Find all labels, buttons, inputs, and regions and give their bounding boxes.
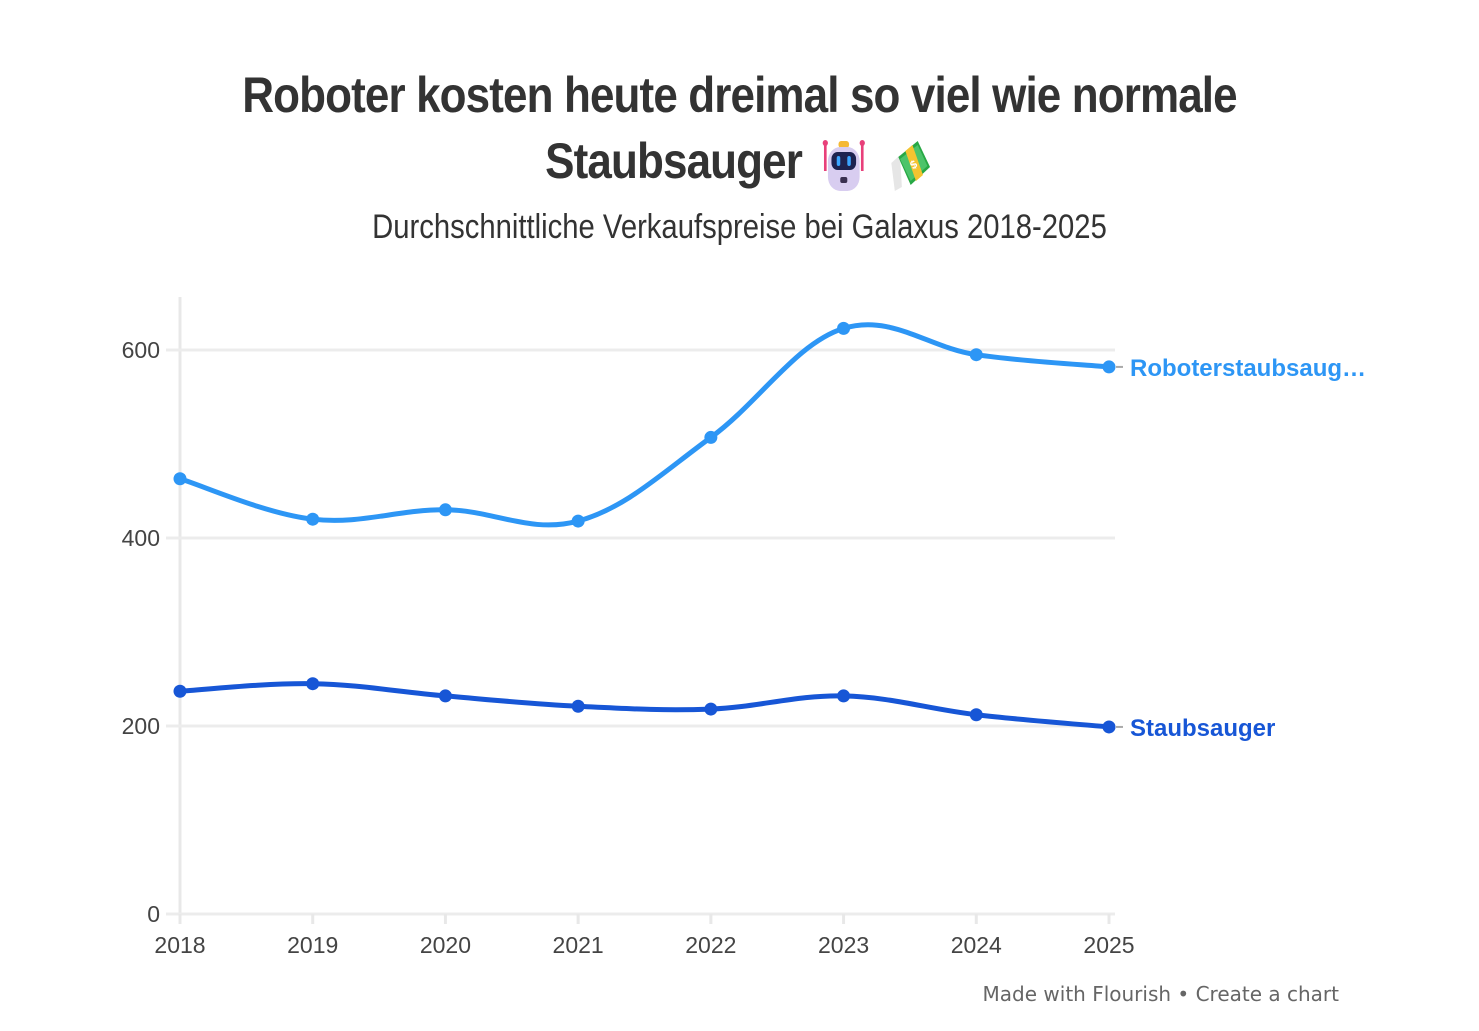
data-point[interactable]	[1102, 720, 1116, 734]
series-line	[177, 681, 1112, 730]
data-point[interactable]	[306, 512, 320, 526]
chart-subtitle: Durchschnittliche Verkaufspreise bei Gal…	[372, 208, 1107, 246]
data-point[interactable]	[173, 684, 187, 698]
y-tick-label: 200	[122, 713, 160, 739]
series-group: Roboterstaubsaug… Staubsauger	[173, 321, 1366, 742]
data-point[interactable]	[438, 503, 452, 517]
series-label: Staubsauger	[1130, 715, 1275, 742]
data-point[interactable]	[837, 321, 851, 335]
data-point[interactable]	[969, 348, 983, 362]
series-staubsauger: Staubsauger	[173, 677, 1275, 742]
x-tick-label: 2018	[154, 932, 205, 958]
y-tick-label: 0	[147, 901, 160, 927]
data-point[interactable]	[704, 702, 718, 716]
data-point[interactable]	[173, 472, 187, 486]
data-point[interactable]	[571, 699, 585, 713]
series-roboterstaubsauger: Roboterstaubsaug…	[173, 321, 1366, 528]
x-tick-label: 2023	[818, 932, 869, 958]
x-axis: 2018 2019 2020 2021 2022 2023 2024 2025	[154, 932, 1134, 958]
footer-separator: •	[1177, 982, 1190, 1006]
x-tick-label: 2020	[420, 932, 471, 958]
grid	[166, 297, 1115, 924]
data-point[interactable]	[1102, 360, 1116, 374]
data-point[interactable]	[837, 689, 851, 703]
y-tick-label: 400	[122, 525, 160, 551]
robot-icon	[823, 139, 866, 191]
x-tick-label: 2021	[553, 932, 604, 958]
chart-title-line2-text: Staubsauger	[545, 133, 803, 189]
series-line	[177, 322, 1112, 528]
svg-text:$: $	[909, 158, 921, 173]
y-axis: 0 200 400 600	[122, 337, 160, 927]
x-tick-label: 2024	[951, 932, 1002, 958]
money-with-wings-icon: $	[891, 140, 931, 191]
x-tick-label: 2022	[685, 932, 736, 958]
footer: Made with Flourish • Create a chart	[983, 982, 1339, 1006]
chart-title: Roboter kosten heute dreimal so viel wie…	[89, 62, 1391, 194]
create-chart-link[interactable]: Create a chart	[1195, 982, 1339, 1006]
data-point[interactable]	[438, 689, 452, 703]
chart-title-line1: Roboter kosten heute dreimal so viel wie…	[242, 67, 1237, 123]
y-tick-label: 600	[122, 337, 160, 363]
x-tick-label: 2025	[1083, 932, 1134, 958]
series-label: Roboterstaubsaug…	[1130, 355, 1366, 382]
data-point[interactable]	[969, 708, 983, 722]
chart-title-line2: Staubsauger $	[89, 128, 1391, 194]
data-point[interactable]	[306, 677, 320, 691]
x-tick-label: 2019	[287, 932, 338, 958]
data-point[interactable]	[704, 430, 718, 444]
data-point[interactable]	[571, 514, 585, 528]
made-with-flourish-link[interactable]: Made with Flourish	[982, 982, 1172, 1006]
